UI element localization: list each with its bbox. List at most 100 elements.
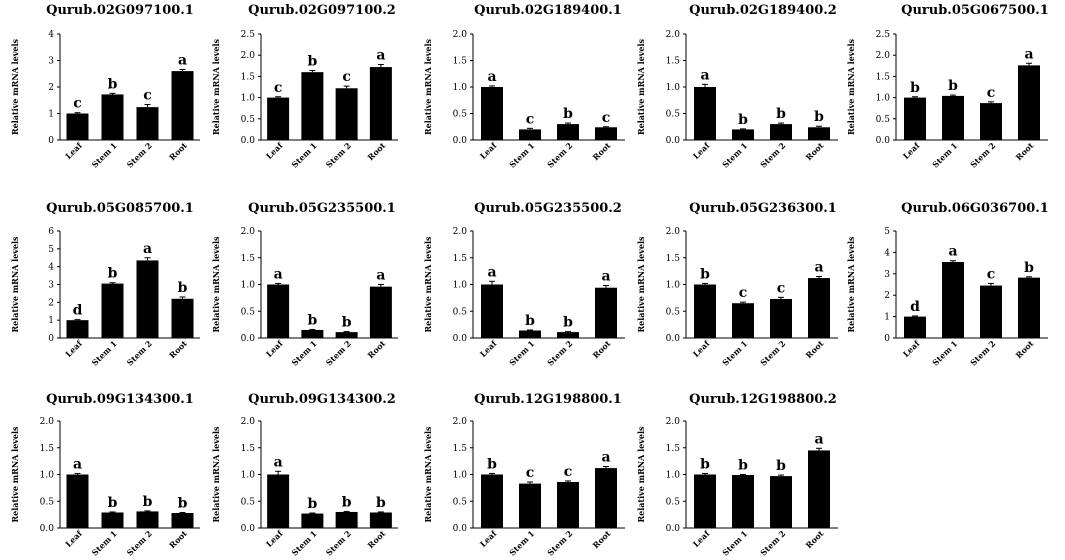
x-tick-label: Root: [365, 338, 387, 360]
y-tick-label: 0.0: [40, 524, 55, 534]
chart-title: Qurub.02G097100.2: [248, 3, 396, 18]
chart-panel: Qurub.05G085700.1 Relative mRNA levels 0 1 2…: [10, 201, 200, 368]
x-tick-label: Leaf: [901, 338, 922, 359]
bar: [301, 72, 324, 140]
significance-letter: c: [987, 266, 996, 282]
y-tick-label: 1: [884, 313, 890, 323]
chart-panel: Qurub.05G235500.2 Relative mRNA levels 0.0…: [423, 201, 625, 368]
x-tick-label: Stem 2: [758, 338, 787, 367]
bar: [481, 87, 503, 140]
y-tick-label: 0.0: [241, 524, 256, 534]
bar: [942, 95, 964, 140]
bar: [694, 474, 716, 528]
y-axis-label: Relative mRNA levels: [636, 38, 646, 135]
y-tick-label: 2: [884, 291, 890, 301]
bar: [1018, 65, 1040, 140]
y-tick-label: 2.0: [241, 51, 256, 61]
significance-letter: b: [563, 315, 573, 331]
significance-letter: b: [307, 312, 317, 328]
x-tick-label: Stem 1: [507, 140, 536, 169]
bar: [101, 283, 124, 338]
x-tick-label: Stem 1: [90, 528, 119, 557]
bar: [171, 513, 194, 528]
bar: [301, 329, 324, 338]
significance-letter: c: [739, 285, 748, 301]
bar: [136, 260, 159, 338]
x-tick-label: Root: [803, 338, 825, 360]
significance-letter: b: [738, 112, 748, 128]
y-tick-label: 0: [48, 136, 54, 146]
y-tick-label: 2.5: [241, 30, 256, 40]
bar: [557, 481, 579, 528]
bar: [694, 284, 716, 338]
x-tick-label: Leaf: [63, 140, 84, 161]
x-tick-label: Leaf: [691, 528, 712, 549]
y-tick-label: 2.0: [241, 417, 256, 427]
significance-letter: a: [814, 259, 823, 275]
bar: [595, 468, 617, 528]
y-tick-label: 3: [48, 281, 54, 291]
y-axis-label: Relative mRNA levels: [846, 38, 856, 135]
y-tick-label: 1.0: [666, 471, 681, 481]
significance-letter: a: [376, 48, 385, 64]
significance-letter: c: [342, 69, 351, 85]
y-axis-label: Relative mRNA levels: [211, 38, 221, 135]
x-tick-label: Leaf: [901, 140, 922, 161]
y-tick-label: 1.5: [666, 444, 681, 454]
y-tick-label: 1.0: [241, 281, 256, 291]
x-tick-label: Root: [167, 528, 189, 550]
bar: [557, 124, 579, 140]
y-tick-label: 1.5: [241, 254, 256, 264]
x-tick-label: Root: [167, 338, 189, 360]
y-tick-label: 0.5: [241, 307, 256, 317]
chart-title: Qurub.05G236300.1: [689, 201, 837, 216]
significance-letter: a: [376, 268, 385, 284]
y-tick-label: 1.5: [666, 254, 681, 264]
bar: [942, 262, 964, 338]
y-axis-label: Relative mRNA levels: [211, 236, 221, 333]
significance-letter: a: [814, 431, 823, 447]
significance-letter: a: [601, 269, 610, 285]
bar: [267, 474, 290, 528]
significance-letter: b: [776, 106, 786, 122]
chart-panel: Qurub.02G189400.2 Relative mRNA levels 0.0…: [636, 3, 838, 170]
chart-title: Qurub.12G198800.2: [689, 392, 837, 407]
significance-letter: a: [143, 241, 152, 257]
x-tick-label: Leaf: [691, 140, 712, 161]
y-tick-label: 1.5: [453, 444, 468, 454]
significance-letter: b: [178, 495, 188, 511]
x-tick-label: Stem 2: [758, 528, 787, 557]
x-tick-label: Stem 2: [324, 140, 353, 169]
significance-letter: a: [601, 449, 610, 465]
y-tick-label: 0.5: [40, 497, 55, 507]
bar: [136, 107, 159, 140]
y-tick-label: 1.5: [876, 72, 891, 82]
bar: [369, 286, 392, 338]
x-tick-label: Stem 1: [290, 528, 319, 557]
chart-panel: Qurub.02G097100.2 Relative mRNA levels 0.0…: [211, 3, 398, 170]
y-tick-label: 2: [48, 298, 54, 308]
significance-letter: a: [274, 454, 283, 470]
y-tick-label: 1.0: [453, 83, 468, 93]
bar: [519, 330, 541, 338]
y-tick-label: 0.5: [666, 110, 681, 120]
bar: [732, 129, 754, 140]
x-tick-label: Leaf: [478, 338, 499, 359]
y-tick-label: 1.0: [40, 471, 55, 481]
bar: [904, 316, 926, 338]
significance-letter: b: [948, 78, 958, 94]
bar: [335, 332, 358, 338]
bar: [301, 513, 324, 528]
significance-letter: c: [987, 85, 996, 101]
y-axis-label: Relative mRNA levels: [10, 426, 20, 523]
y-axis-label: Relative mRNA levels: [423, 38, 433, 135]
chart-panel: Qurub.09G134300.1 Relative mRNA levels 0.0…: [10, 392, 200, 558]
x-tick-label: Stem 2: [968, 338, 997, 367]
chart-panel: Qurub.12G198800.1 Relative mRNA levels 0.0…: [423, 392, 625, 558]
significance-letter: c: [564, 464, 573, 480]
x-tick-label: Stem 1: [290, 338, 319, 367]
x-tick-label: Stem 1: [507, 528, 536, 557]
x-tick-label: Stem 1: [90, 338, 119, 367]
bar: [369, 512, 392, 528]
y-tick-label: 2.0: [666, 227, 681, 237]
